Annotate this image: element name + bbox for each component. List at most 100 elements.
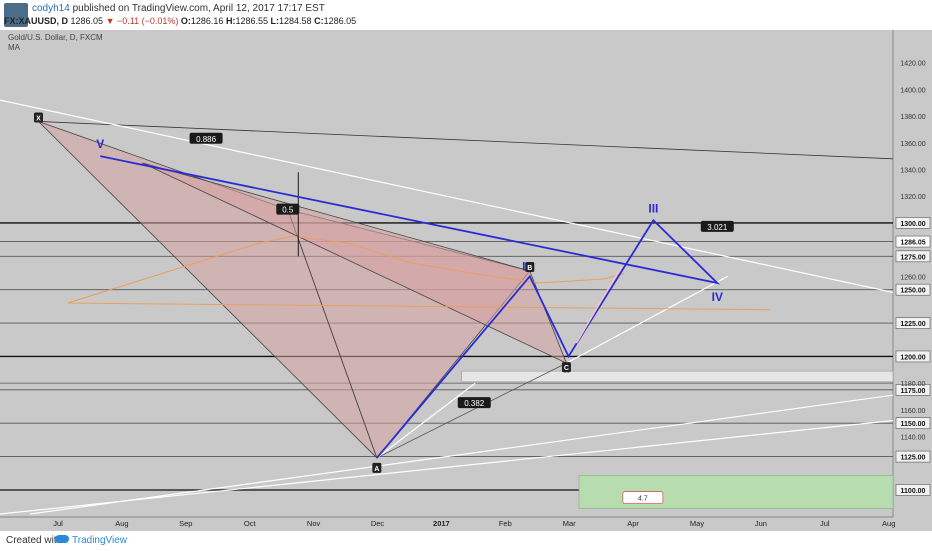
time-tick-label: Aug [115, 519, 128, 528]
price-change: ▼ −0.11 (−0.01%) [105, 16, 179, 26]
pattern-point-marker [33, 112, 43, 123]
bcd-triangle [142, 162, 568, 364]
pattern-point-a: A [374, 466, 379, 473]
last-price: 1286.05 [70, 16, 104, 26]
time-tick-label: Jul [53, 519, 63, 528]
publish-header: codyh14 published on TradingView.com, Ap… [0, 0, 932, 30]
ratio-label-box [457, 397, 491, 409]
white-trendline [0, 419, 894, 515]
white-trendline [29, 394, 894, 515]
price-tick-label: 1420.00 [900, 61, 925, 68]
high-value: 1286.55 [235, 16, 269, 26]
user-avatar[interactable] [4, 3, 28, 27]
tradingview-cloud-icon [55, 535, 69, 543]
price-tick-box [895, 250, 931, 263]
price-tick-box [895, 317, 931, 329]
price-tick-label: 1286.05 [900, 240, 925, 247]
support-zone-box [461, 370, 894, 383]
time-tick-label: Jun [755, 519, 767, 528]
open-label: O: [180, 16, 191, 26]
price-tick-label: 1360.00 [900, 141, 925, 148]
time-tick-label: May [690, 519, 704, 528]
price-tick-label: 1260.00 [900, 274, 925, 281]
pattern-point-marker [525, 261, 535, 272]
price-tick-box [895, 417, 931, 430]
ac-line [376, 362, 567, 459]
price-tick-label: 1250.00 [900, 288, 925, 295]
price-tick-label: 1160.00 [901, 408, 926, 415]
white-trendline [566, 275, 729, 364]
pattern-point-b: B [527, 265, 532, 272]
price-tick-label: 1320.00 [900, 194, 925, 201]
ratio-label: 0.382 [464, 399, 485, 408]
ratio-label-box [276, 203, 300, 215]
price-tick-box [895, 484, 931, 496]
pattern-point-c: C [564, 365, 569, 372]
pattern-point-x: X [36, 115, 41, 122]
price-tick-box [895, 283, 931, 296]
indicator-label: MA [8, 43, 21, 52]
price-tick-label: 1380.00 [900, 114, 925, 121]
tradingview-logo[interactable]: TradingView [55, 535, 127, 546]
time-tick-label: Sep [179, 519, 192, 528]
price-tick-label: 1200.00 [900, 354, 925, 361]
price-tick-box [895, 217, 931, 229]
time-tick-label: Feb [499, 519, 512, 528]
elliott-wave-projection [100, 155, 721, 459]
low-value: 1284.58 [279, 16, 312, 26]
time-tick-label: Oct [244, 519, 257, 528]
time-tick-label: Nov [307, 519, 321, 528]
target-zone-label: 4.7 [638, 496, 648, 503]
price-tick-box [895, 450, 931, 463]
close-label: C: [314, 16, 324, 26]
xd-line [38, 121, 894, 160]
wave-label-i: I [522, 259, 525, 273]
wave-label-iii: III [648, 201, 658, 215]
username-link[interactable]: codyh14 [32, 3, 70, 14]
ratio-label: 0.5 [282, 206, 294, 215]
price-tick-label: 1140.00 [901, 435, 926, 442]
price-axis-background [893, 30, 932, 530]
chart-title: Gold/U.S. Dollar, D, FXCM [8, 33, 103, 42]
time-tick-label: Aug [882, 519, 895, 528]
price-tick-box [895, 350, 931, 363]
time-tick-label: Apr [627, 519, 639, 528]
low-label: L: [270, 16, 280, 26]
price-tick-label: 1340.00 [900, 168, 925, 175]
close-value: 1286.05 [323, 16, 357, 26]
ratio-label: 3.021 [707, 223, 728, 232]
ratio-label: 0.886 [196, 135, 217, 144]
price-tick-label: 1175.00 [901, 388, 926, 395]
wave-label-v: V [96, 137, 104, 151]
price-tick-box [895, 384, 931, 396]
ratio-label-box [189, 132, 223, 144]
pattern-point-marker [372, 462, 382, 473]
ratio-label-box [700, 220, 734, 232]
price-tick-label: 1125.00 [901, 455, 926, 462]
price-tick-label: 1180.00 [901, 381, 926, 388]
white-trendline [376, 382, 476, 459]
price-tick-label: 1300.00 [900, 221, 925, 228]
open-value: 1286.16 [190, 16, 224, 26]
price-tick-label: 1275.00 [900, 254, 925, 261]
high-label: H: [225, 16, 236, 26]
quote-line: FX:XAUUSD, D 1286.05 ▼ −0.11 (−0.01%) O:… [4, 16, 356, 26]
time-tick-label: Dec [371, 519, 385, 528]
time-tick-label: Mar [563, 519, 576, 528]
symbol-label: FX:XAUUSD, D [4, 16, 69, 26]
pattern-point-marker [561, 362, 571, 373]
price-tick-label: 1225.00 [900, 321, 925, 328]
price-tick-label: 1150.00 [901, 421, 926, 428]
time-tick-label: Jul [820, 519, 830, 528]
wave-label-iv: IV [712, 290, 723, 304]
tradingview-brand: TradingView [72, 535, 128, 546]
price-tick-box [895, 235, 931, 248]
footer-bar: Created with TradingView [0, 530, 932, 551]
pink-trendline [575, 265, 623, 344]
target-zone-label-box [622, 491, 664, 504]
published-text: published on TradingView.com, April 12, … [72, 3, 325, 14]
publish-line: codyh14 published on TradingView.com, Ap… [32, 3, 325, 14]
moving-average-line [67, 235, 771, 311]
time-tick-label: 2017 [433, 519, 450, 528]
